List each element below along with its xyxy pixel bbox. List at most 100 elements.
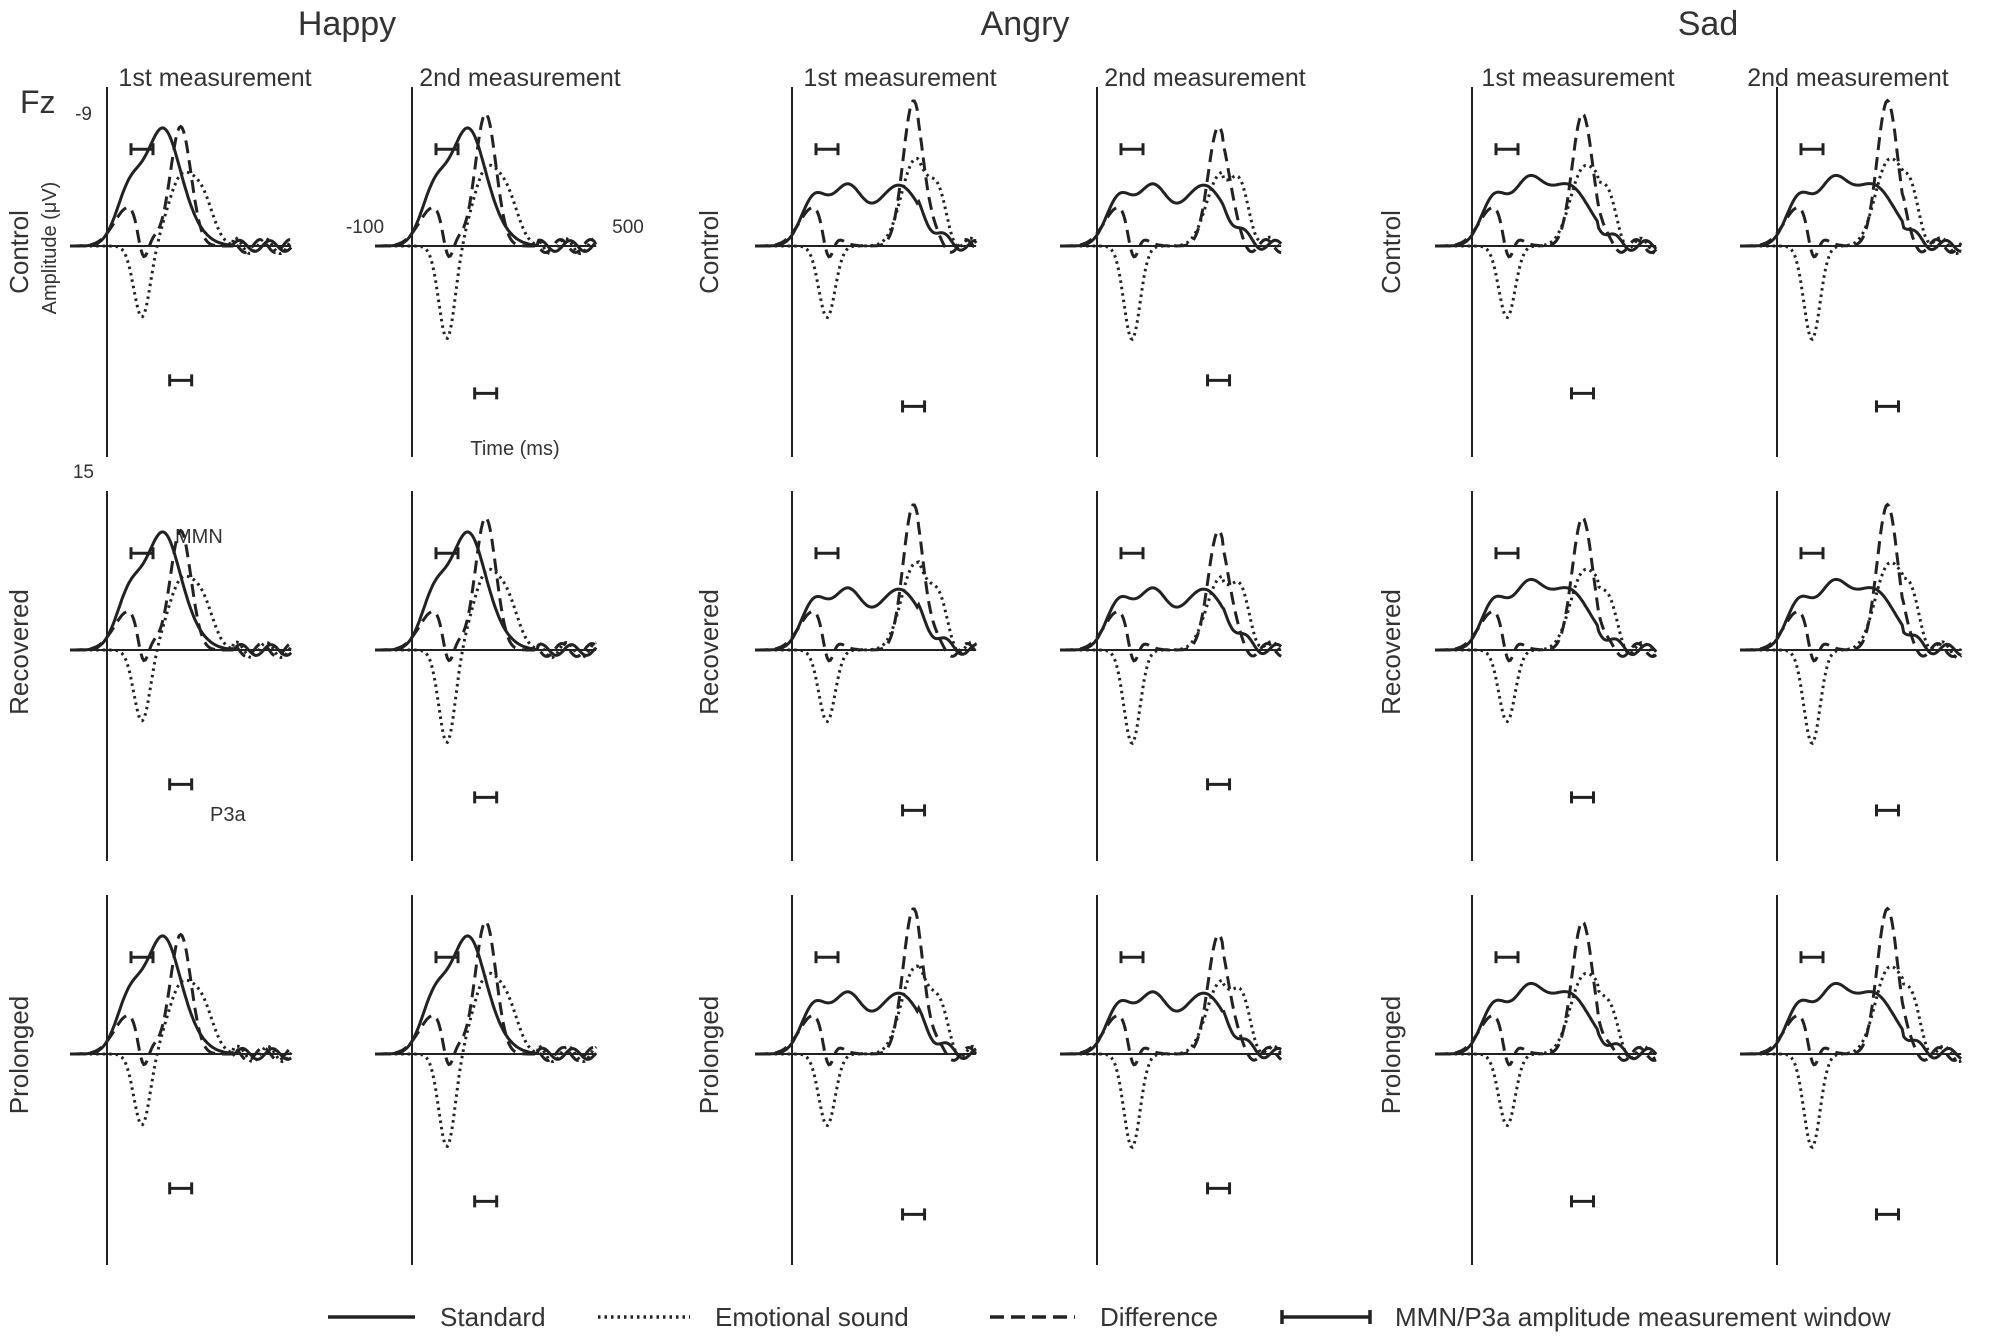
trace-difference	[755, 99, 978, 259]
panel-sad-2nd-prolonged	[1740, 895, 1963, 1265]
trace-difference	[375, 515, 598, 663]
p3a-window	[1570, 387, 1595, 400]
trace-standard	[755, 182, 977, 252]
legend-label-window: MMN/P3a amplitude measurement window	[1395, 1302, 1891, 1332]
trace-difference	[1740, 98, 1963, 259]
trace-standard	[1435, 981, 1658, 1061]
trace-difference	[1060, 933, 1283, 1067]
trace-emotional	[755, 156, 978, 320]
legend-label-emotional: Emotional sound	[715, 1302, 909, 1332]
mmn-window	[1494, 547, 1520, 560]
p3a-window	[1875, 804, 1900, 817]
trace-standard	[1060, 586, 1283, 655]
trace-difference	[375, 919, 597, 1067]
p3a-annotation: P3a	[210, 804, 246, 826]
trace-emotional	[755, 960, 978, 1128]
mmn-window	[129, 951, 155, 964]
panel-angry-2nd-recovered	[1060, 491, 1283, 861]
group-label-control-sad: Control	[1376, 210, 1406, 294]
mmn-window	[814, 143, 840, 156]
p3a-window	[1570, 791, 1595, 804]
panel-axes	[1435, 895, 1657, 1265]
electrode-label: Fz	[20, 84, 56, 120]
trace-emotional	[1060, 978, 1283, 1150]
trace-difference	[1740, 502, 1963, 663]
legend-label-standard: Standard	[440, 1302, 546, 1332]
trace-standard	[1060, 990, 1282, 1060]
p3a-window	[473, 791, 499, 804]
trace-difference	[1435, 919, 1657, 1067]
y-tick-bottom: 15	[73, 462, 94, 483]
trace-difference	[755, 907, 978, 1067]
mmn-window	[129, 143, 155, 156]
p3a-window	[168, 1182, 194, 1195]
p3a-window	[168, 374, 194, 387]
measurement-label-sad-2nd: 2nd measurement	[1747, 64, 1949, 92]
panel-happy-1st-control	[70, 87, 293, 457]
p3a-window	[1875, 400, 1900, 413]
panel-axes	[755, 87, 977, 457]
y-tick-top: -9	[75, 104, 92, 125]
panel-happy-2nd-control	[375, 87, 598, 457]
trace-standard	[1435, 173, 1658, 252]
mmn-annotation: MMN	[175, 526, 223, 548]
y-axis-label: Amplitude (μV)	[39, 182, 61, 315]
p3a-window	[1206, 1182, 1232, 1195]
measurement-label-happy-2nd: 2nd measurement	[419, 64, 621, 92]
trace-standard	[70, 126, 293, 253]
emotion-title-angry: Angry	[981, 5, 1070, 43]
panel-axes	[375, 87, 597, 457]
trace-standard	[1060, 182, 1283, 251]
measurement-label-sad-1st: 1st measurement	[1481, 64, 1674, 92]
trace-standard	[70, 934, 292, 1061]
panel-axes	[1060, 491, 1282, 861]
legend-label-difference: Difference	[1100, 1302, 1218, 1332]
panel-happy-1st-prolonged	[70, 895, 293, 1265]
legend: Standard Emotional sound Difference MMN/…	[328, 1302, 1891, 1332]
trace-difference	[70, 124, 292, 259]
mmn-window	[814, 547, 840, 560]
trace-difference	[375, 111, 598, 259]
trace-standard	[755, 586, 977, 656]
trace-difference	[1060, 125, 1282, 259]
mmn-window	[1119, 547, 1145, 560]
panel-axes	[70, 87, 292, 457]
mmn-window	[1494, 951, 1520, 964]
x-tick-end: 500	[612, 217, 644, 238]
measurement-label-angry-2nd: 2nd measurement	[1104, 64, 1306, 92]
trace-emotional	[1435, 971, 1658, 1128]
trace-difference	[1740, 906, 1963, 1067]
panel-angry-1st-control	[755, 87, 978, 457]
p3a-window	[1875, 1208, 1900, 1221]
panel-axes	[1740, 87, 1962, 457]
trace-emotional	[375, 567, 597, 745]
mmn-window	[434, 547, 460, 560]
panel-sad-1st-recovered	[1435, 491, 1658, 861]
mmn-window	[129, 547, 155, 560]
trace-emotional	[1060, 574, 1283, 746]
panel-axes	[1060, 895, 1282, 1265]
panel-axes	[1740, 895, 1962, 1265]
trace-emotional	[375, 971, 598, 1149]
trace-standard	[1435, 577, 1658, 657]
group-label-prolonged-happy: Prolonged	[4, 996, 34, 1115]
panel-angry-1st-recovered	[755, 491, 978, 861]
panel-happy-2nd-recovered	[375, 491, 598, 861]
trace-difference	[70, 528, 292, 663]
panel-axes	[375, 895, 597, 1265]
mmn-window	[1494, 143, 1520, 156]
panels	[70, 87, 1963, 1265]
panel-sad-2nd-control	[1740, 87, 1963, 457]
mmn-window	[1799, 951, 1825, 964]
panel-sad-2nd-recovered	[1740, 491, 1963, 861]
trace-difference	[1435, 515, 1658, 663]
trace-emotional	[70, 170, 293, 319]
panel-happy-2nd-prolonged	[375, 895, 598, 1265]
p3a-window	[1570, 1195, 1595, 1208]
p3a-window	[473, 1195, 499, 1208]
emotion-title-happy: Happy	[298, 5, 396, 43]
panel-angry-1st-prolonged	[755, 895, 978, 1265]
trace-standard	[375, 530, 598, 657]
trace-difference	[70, 932, 293, 1067]
